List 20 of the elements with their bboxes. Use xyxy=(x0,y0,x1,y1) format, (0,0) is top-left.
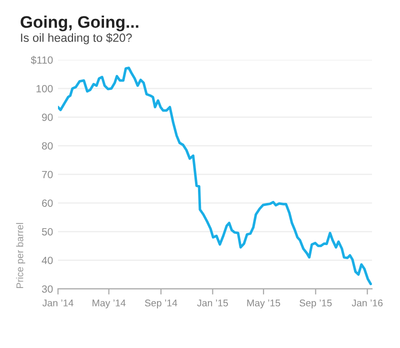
y-tick-label: 50 xyxy=(42,228,53,236)
y-tick-label: 90 xyxy=(42,114,53,121)
y-tick-label: 30 xyxy=(42,285,53,293)
y-tick-label: 80 xyxy=(42,142,53,150)
x-tick-label: Jan ’15 xyxy=(197,300,228,306)
y-tick-label: $110 xyxy=(30,56,53,64)
x-tick-label: May ’14 xyxy=(92,300,126,308)
chart-title: Going, Going... xyxy=(20,16,138,32)
line-series xyxy=(58,66,372,286)
chart-subtitle: Is oil heading to $20? xyxy=(21,33,132,44)
y-tick-label: 100 xyxy=(36,84,53,92)
y-tick-label: 70 xyxy=(42,170,53,178)
x-tick-label: Jan ’14 xyxy=(42,300,74,306)
y-tick-label: 60 xyxy=(42,199,53,207)
x-tick-label: May ’15 xyxy=(247,300,280,308)
y-axis-title: Price per barrel xyxy=(16,223,26,288)
x-tick-label: Sep ’15 xyxy=(300,300,332,308)
x-tick-label: Jan ’16 xyxy=(352,300,383,306)
x-tick-label: Sep ’14 xyxy=(144,300,178,308)
y-tick-label: 40 xyxy=(42,256,53,264)
